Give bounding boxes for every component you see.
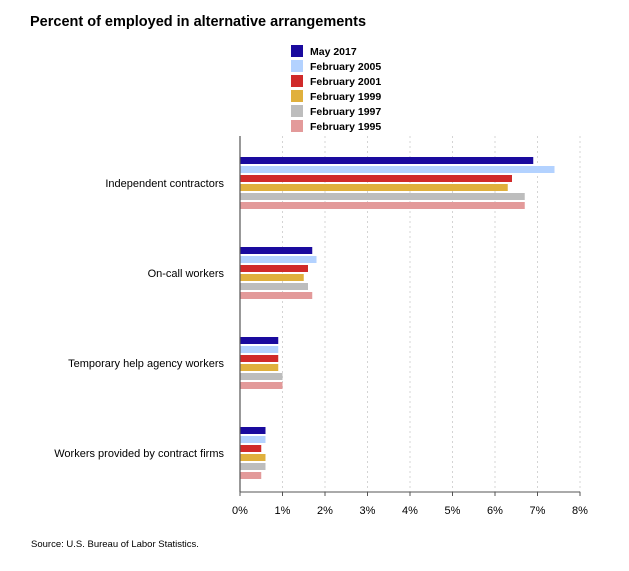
bar (240, 427, 266, 434)
legend-label: February 1999 (310, 91, 381, 103)
bar (240, 346, 279, 353)
bar (240, 445, 262, 452)
bar (240, 292, 313, 299)
bar (240, 382, 283, 389)
legend-swatch (291, 120, 303, 132)
legend-label: February 1995 (310, 121, 381, 133)
bar (240, 184, 508, 191)
legend-swatch (291, 75, 303, 87)
x-tick-label: 5% (445, 505, 461, 517)
x-tick-label: 8% (572, 505, 588, 517)
bar (240, 373, 283, 380)
legend-label: February 1997 (310, 106, 381, 118)
bar (240, 454, 266, 461)
bar (240, 166, 555, 173)
bar (240, 364, 279, 371)
category-label: On-call workers (148, 268, 225, 280)
legend-swatch (291, 90, 303, 102)
category-label: Workers provided by contract firms (54, 448, 224, 460)
bar (240, 472, 262, 479)
bar (240, 274, 304, 281)
x-tick-label: 1% (275, 505, 291, 517)
legend-label: February 2005 (310, 61, 381, 73)
x-tick-label: 4% (402, 505, 418, 517)
legend-swatch (291, 60, 303, 72)
bar (240, 355, 279, 362)
bar (240, 256, 317, 263)
bar (240, 463, 266, 470)
category-label: Independent contractors (105, 178, 224, 190)
bar (240, 193, 525, 200)
x-tick-label: 2% (317, 505, 333, 517)
x-tick-label: 0% (232, 505, 248, 517)
bar (240, 337, 279, 344)
bar (240, 157, 534, 164)
legend-swatch (291, 105, 303, 117)
x-tick-label: 6% (487, 505, 503, 517)
source-note: Source: U.S. Bureau of Labor Statistics. (31, 539, 199, 550)
bar (240, 283, 308, 290)
bar (240, 265, 308, 272)
legend-label: February 2001 (310, 76, 381, 88)
bar (240, 175, 512, 182)
x-tick-label: 7% (530, 505, 546, 517)
x-tick-label: 3% (360, 505, 376, 517)
bar (240, 247, 313, 254)
legend-swatch (291, 45, 303, 57)
legend-label: May 2017 (310, 46, 357, 58)
chart-title: Percent of employed in alternative arran… (30, 14, 367, 30)
category-label: Temporary help agency workers (68, 358, 224, 370)
bar (240, 436, 266, 443)
bar (240, 202, 525, 209)
